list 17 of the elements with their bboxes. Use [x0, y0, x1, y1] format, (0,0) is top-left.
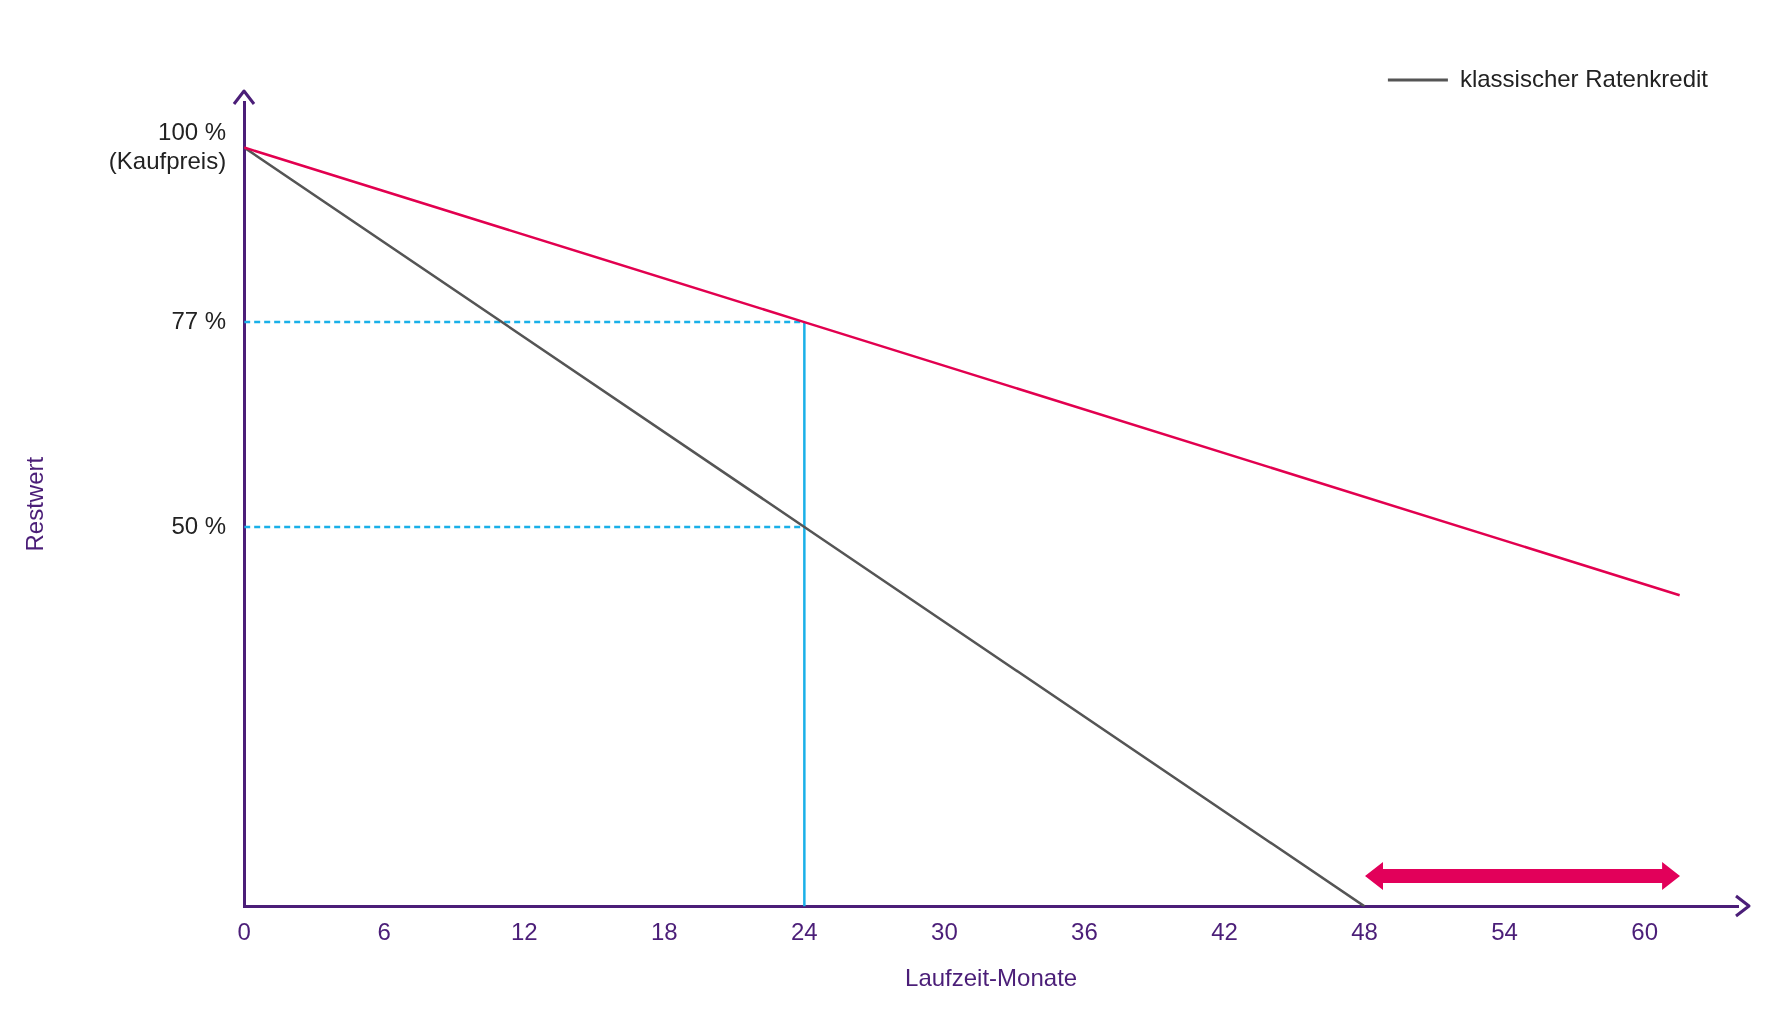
x-tick-label: 48 [1351, 918, 1378, 946]
x-tick-label: 18 [650, 918, 678, 946]
x-tick-label: 54 [1491, 918, 1518, 946]
y-tick-label: 50 % [171, 511, 227, 539]
x-tick-label: 6 [377, 918, 391, 946]
x-tick-label: 0 [237, 918, 251, 946]
x-tick-label: 60 [1631, 918, 1658, 946]
y-tick-label: 100 % (Kaufpreis) [108, 117, 227, 174]
x-tick-label: 42 [1211, 918, 1238, 946]
x-tick-label: 30 [931, 918, 958, 946]
x-tick-label: 36 [1071, 918, 1098, 946]
y-tick-label: 77 % [171, 306, 227, 334]
y-axis-title: Restwert [21, 456, 49, 552]
x-axis-title: Laufzeit-Monate [905, 964, 1078, 992]
legend-label: klassischer Ratenkredit [1459, 64, 1709, 92]
x-tick-label: 12 [510, 918, 538, 946]
x-tick-label: 24 [791, 918, 818, 946]
